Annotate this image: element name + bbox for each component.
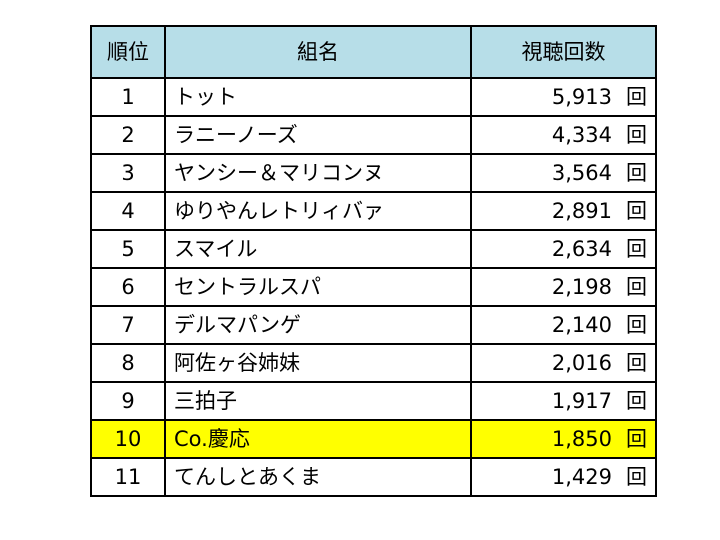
rank-cell: 8: [90, 343, 166, 383]
table-header-row: 順位 組名 視聴回数: [90, 25, 657, 79]
table-row: 11 てんしとあくま 1,429 回: [90, 457, 657, 497]
name-cell: Co.慶応: [164, 419, 472, 459]
views-cell: 1,850 回: [470, 419, 657, 459]
rank-cell: 5: [90, 229, 166, 269]
table-row: 8 阿佐ヶ谷姉妹 2,016 回: [90, 343, 657, 383]
table-row: 10 Co.慶応 1,850 回: [90, 419, 657, 459]
views-count: 2,634: [551, 237, 612, 261]
views-count: 5,913: [551, 85, 612, 109]
rank-cell: 1: [90, 77, 166, 117]
views-unit: 回: [626, 275, 647, 299]
views-unit: 回: [626, 351, 647, 375]
name-cell: セントラルスパ: [164, 267, 472, 307]
views-cell: 3,564 回: [470, 153, 657, 193]
views-count: 2,198: [551, 275, 612, 299]
table-row: 3 ヤンシー＆マリコンヌ 3,564 回: [90, 153, 657, 193]
rank-cell: 10: [90, 419, 166, 459]
views-unit: 回: [626, 313, 647, 337]
rank-cell: 4: [90, 191, 166, 231]
views-unit: 回: [626, 123, 647, 147]
views-cell: 2,198 回: [470, 267, 657, 307]
views-unit: 回: [626, 199, 647, 223]
rank-cell: 7: [90, 305, 166, 345]
rank-cell: 6: [90, 267, 166, 307]
column-header-rank: 順位: [90, 25, 166, 79]
table-row: 2 ラニーノーズ 4,334 回: [90, 115, 657, 155]
views-count: 3,564: [551, 161, 612, 185]
table-row: 9 三拍子 1,917 回: [90, 381, 657, 421]
name-cell: スマイル: [164, 229, 472, 269]
table-row: 4 ゆりやんレトリィバァ 2,891 回: [90, 191, 657, 231]
views-count: 1,850: [551, 427, 612, 451]
views-unit: 回: [626, 237, 647, 261]
views-cell: 4,334 回: [470, 115, 657, 155]
name-cell: デルマパンゲ: [164, 305, 472, 345]
views-cell: 2,891 回: [470, 191, 657, 231]
views-unit: 回: [626, 389, 647, 413]
name-cell: てんしとあくま: [164, 457, 472, 497]
ranking-table: 順位 組名 視聴回数 1 トット 5,913 回 2 ラニーノーズ 4,334 回 3 ヤンシー＆…: [90, 25, 657, 497]
views-count: 1,429: [551, 465, 612, 489]
views-cell: 2,634 回: [470, 229, 657, 269]
table-row: 6 セントラルスパ 2,198 回: [90, 267, 657, 307]
views-cell: 1,429 回: [470, 457, 657, 497]
views-cell: 5,913 回: [470, 77, 657, 117]
rank-cell: 11: [90, 457, 166, 497]
rank-cell: 9: [90, 381, 166, 421]
name-cell: トット: [164, 77, 472, 117]
name-cell: ヤンシー＆マリコンヌ: [164, 153, 472, 193]
name-cell: ゆりやんレトリィバァ: [164, 191, 472, 231]
views-count: 4,334: [551, 123, 612, 147]
views-count: 2,891: [551, 199, 612, 223]
views-count: 2,016: [551, 351, 612, 375]
table-body: 1 トット 5,913 回 2 ラニーノーズ 4,334 回 3 ヤンシー＆マリコンヌ 3,564 回…: [90, 77, 657, 497]
views-unit: 回: [626, 427, 647, 451]
rank-cell: 3: [90, 153, 166, 193]
name-cell: ラニーノーズ: [164, 115, 472, 155]
views-unit: 回: [626, 465, 647, 489]
table-row: 7 デルマパンゲ 2,140 回: [90, 305, 657, 345]
column-header-views: 視聴回数: [470, 25, 657, 79]
rank-cell: 2: [90, 115, 166, 155]
views-cell: 2,140 回: [470, 305, 657, 345]
views-unit: 回: [626, 85, 647, 109]
views-unit: 回: [626, 161, 647, 185]
name-cell: 阿佐ヶ谷姉妹: [164, 343, 472, 383]
column-header-name: 組名: [164, 25, 472, 79]
name-cell: 三拍子: [164, 381, 472, 421]
views-cell: 1,917 回: [470, 381, 657, 421]
table-row: 1 トット 5,913 回: [90, 77, 657, 117]
views-count: 1,917: [551, 389, 612, 413]
views-cell: 2,016 回: [470, 343, 657, 383]
views-count: 2,140: [551, 313, 612, 337]
table-row: 5 スマイル 2,634 回: [90, 229, 657, 269]
